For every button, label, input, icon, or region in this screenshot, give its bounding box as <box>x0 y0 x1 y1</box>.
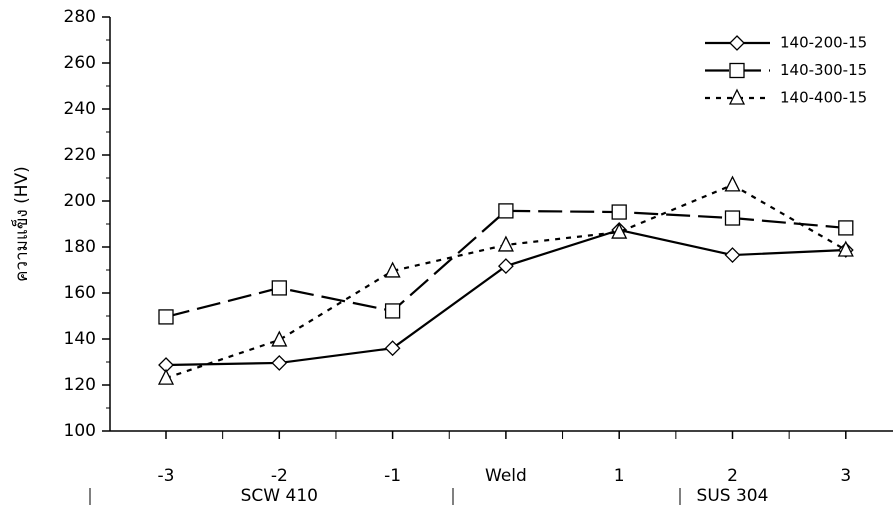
marker-triangle <box>837 240 854 257</box>
x-tick-label: Weld <box>485 466 527 486</box>
marker-triangle <box>611 222 628 239</box>
y-tick-label: 180 <box>64 237 96 257</box>
marker-square <box>724 210 741 226</box>
y-tick-label: 200 <box>64 191 96 211</box>
marker-square <box>158 309 174 325</box>
region-label: SCW 410 <box>241 486 318 506</box>
legend-marker <box>728 88 746 105</box>
y-tick-label: 120 <box>64 375 96 395</box>
marker-square <box>611 204 627 220</box>
legend-marker <box>729 62 745 79</box>
x-tick-label: -1 <box>384 466 401 486</box>
marker-square <box>498 203 514 219</box>
region-label: SUS 304 <box>697 486 769 506</box>
marker-triangle <box>384 261 401 278</box>
marker-diamond <box>724 247 741 263</box>
y-axis-label: ความแข็ง (HV) <box>10 166 32 282</box>
x-tick-label: -2 <box>271 466 288 486</box>
x-tick-label: 3 <box>840 466 851 486</box>
marker-triangle <box>157 368 175 385</box>
marker-square <box>384 303 401 319</box>
y-tick-label: 100 <box>64 421 96 441</box>
marker-diamond <box>497 258 514 275</box>
x-tick-label: 2 <box>727 466 738 486</box>
legend-label: 140-400-15 <box>780 89 867 107</box>
marker-triangle <box>724 175 741 192</box>
legend-label: 140-300-15 <box>780 61 867 79</box>
y-tick-label: 240 <box>64 99 96 119</box>
y-tick-label: 220 <box>64 145 96 165</box>
marker-diamond <box>384 340 401 357</box>
y-tick-label: 280 <box>64 7 96 27</box>
marker-diamond <box>271 355 288 371</box>
x-tick-label: -3 <box>158 466 175 486</box>
legend-marker <box>729 35 745 51</box>
legend-label: 140-200-15 <box>780 34 867 52</box>
y-tick-label: 140 <box>64 329 96 349</box>
y-tick-label: 160 <box>64 283 96 303</box>
marker-square <box>271 280 287 296</box>
marker-triangle <box>497 235 514 252</box>
marker-triangle <box>271 330 288 347</box>
x-tick-label: 1 <box>614 466 625 486</box>
y-tick-label: 260 <box>64 53 96 73</box>
marker-square <box>838 220 854 236</box>
